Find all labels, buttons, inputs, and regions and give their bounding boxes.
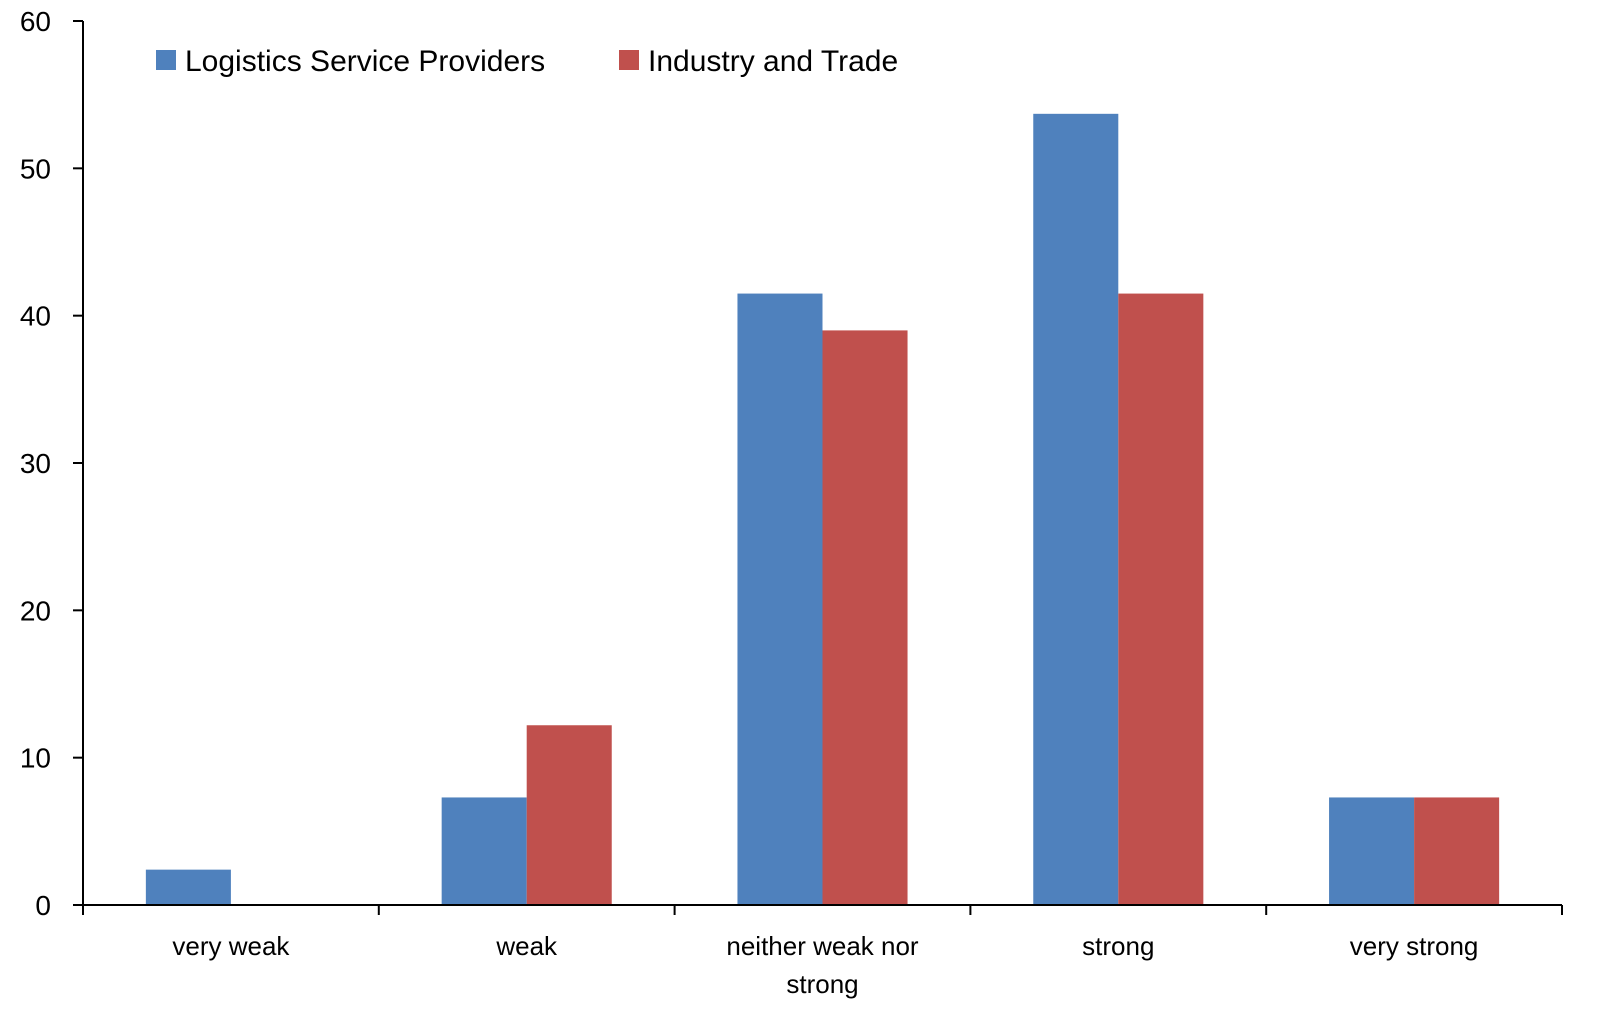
y-tick-label: 10 [20, 743, 51, 774]
legend-swatch [619, 50, 639, 70]
x-tick-label: very weak [172, 931, 290, 961]
legend-swatch [156, 50, 176, 70]
legend-item: Logistics Service Providers [156, 45, 545, 78]
bar-industry-4 [1414, 797, 1500, 905]
bar-logistics-0 [145, 869, 231, 905]
bar-logistics-2 [737, 293, 823, 905]
legend-label: Logistics Service Providers [185, 45, 545, 78]
legend-item: Industry and Trade [619, 45, 898, 78]
axes-layer: 0 10 20 30 40 50 60 very weak weak neither weak n… [20, 6, 1563, 999]
bar-logistics-1 [441, 797, 527, 905]
legend: Logistics Service Providers Industry and … [156, 45, 898, 78]
x-tick-label: strong [1082, 931, 1154, 961]
x-tick-label: very strong [1350, 931, 1479, 961]
x-tick-label: weak [495, 931, 558, 961]
bar-industry-1 [526, 725, 612, 905]
y-tick-label: 20 [20, 595, 51, 626]
y-tick-label: 30 [20, 448, 51, 479]
y-tick-label: 0 [35, 890, 51, 921]
bar-logistics-4 [1329, 797, 1415, 905]
bar-logistics-3 [1033, 113, 1119, 905]
bar-industry-3 [1118, 293, 1204, 905]
x-tick-label: neither weak nor strong [726, 931, 919, 999]
y-tick-label: 60 [20, 6, 51, 37]
legend-label: Industry and Trade [648, 45, 898, 78]
y-tick-label: 50 [20, 153, 51, 184]
bar-industry-2 [822, 330, 908, 905]
y-tick-label: 40 [20, 301, 51, 332]
bars-layer [145, 113, 1500, 905]
